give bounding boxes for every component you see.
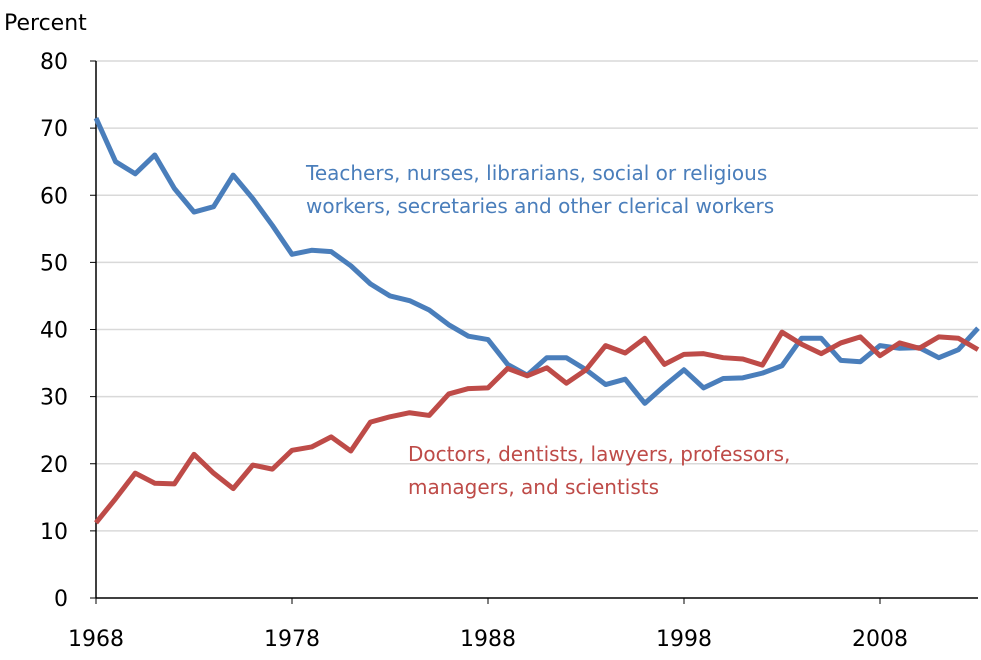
y-tick-label: 60 (40, 184, 68, 209)
series-annotation: Teachers, nurses, librarians, social or … (305, 161, 767, 185)
x-tick-label: 1968 (68, 627, 124, 652)
y-tick-label: 50 (40, 251, 68, 276)
series-annotation: managers, and scientists (408, 475, 659, 499)
y-tick-label: 30 (40, 386, 68, 411)
x-tick-label: 1988 (460, 627, 516, 652)
x-tick-label: 1998 (656, 627, 712, 652)
y-tick-label: 20 (40, 453, 68, 478)
y-axis-label: Percent (4, 11, 87, 36)
y-tick-label: 40 (40, 319, 68, 344)
y-tick-label: 0 (54, 587, 68, 612)
series-annotation: workers, secretaries and other clerical … (306, 194, 774, 218)
x-tick-label: 2008 (852, 627, 908, 652)
y-tick-label: 80 (40, 50, 68, 75)
series-annotation: Doctors, dentists, lawyers, professors, (408, 442, 790, 466)
y-tick-label: 70 (40, 117, 68, 142)
x-tick-label: 1978 (264, 627, 320, 652)
y-tick-label: 10 (40, 520, 68, 545)
series-line (94, 329, 980, 525)
